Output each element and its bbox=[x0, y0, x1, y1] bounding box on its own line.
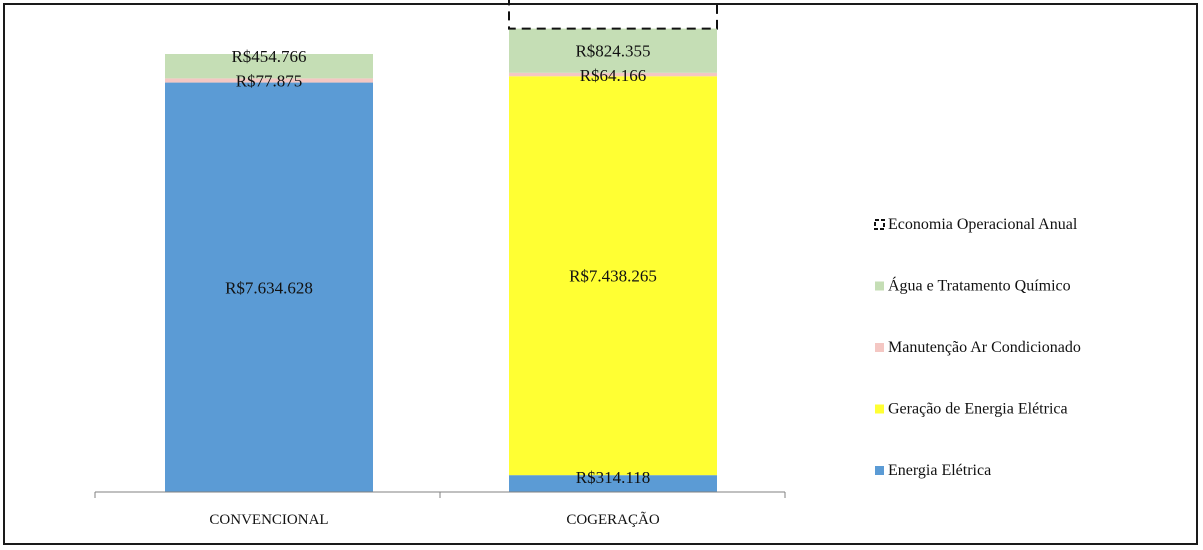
legend-swatch-manutencao-ar-condicionado bbox=[875, 343, 884, 352]
data-label-cogeracao-geracao-de-energia-eletrica: R$7.438.265 bbox=[569, 267, 657, 286]
legend-swatch-energia-eletrica bbox=[875, 466, 884, 475]
legend-item-energia-eletrica: Energia Elétrica bbox=[875, 462, 991, 479]
data-label-cogeracao-manutencao-ar-condicionado: R$64.166 bbox=[580, 66, 647, 85]
bar-cogeracao-agua-e-tratamento-quimico bbox=[509, 28, 717, 73]
bar-convencional-agua-e-tratamento-quimico bbox=[165, 54, 373, 79]
x-tick-label-convencional: CONVENCIONAL bbox=[209, 512, 328, 528]
bar-cogeracao-economia-operacional-anual bbox=[508, 0, 718, 30]
legend-swatch-agua-e-tratamento-quimico bbox=[875, 281, 884, 291]
legend-swatch-economia-operacional-anual bbox=[874, 219, 885, 230]
legend-label-energia-eletrica: Energia Elétrica bbox=[888, 462, 991, 479]
x-tick-label-cogeracao: COGERAÇÃO bbox=[566, 512, 660, 528]
legend-label-geracao-de-energia-eletrica: Geração de Energia Elétrica bbox=[888, 401, 1068, 418]
legend-swatch-geracao-de-energia-eletrica bbox=[875, 404, 884, 414]
data-label-convencional-energia-eletrica: R$7.634.628 bbox=[225, 278, 313, 297]
legend-item-geracao-de-energia-eletrica: Geração de Energia Elétrica bbox=[875, 401, 1068, 418]
legend-item-economia-operacional-anual: Economia Operacional Anual bbox=[874, 216, 1078, 233]
legend: Economia Operacional Anual Água e Tratame… bbox=[874, 216, 1081, 479]
legend-label-economia-operacional-anual: Economia Operacional Anual bbox=[888, 216, 1078, 233]
data-label-cogeracao-agua-e-tratamento-quimico: R$824.355 bbox=[575, 42, 650, 61]
bar-convencional-energia-eletrica bbox=[165, 82, 373, 492]
data-label-convencional-agua-e-tratamento-quimico: R$454.766 bbox=[231, 47, 306, 66]
x-axis: CONVENCIONAL COGERAÇÃO bbox=[94, 491, 786, 528]
bars-layer bbox=[165, 0, 718, 492]
legend-label-manutencao-ar-condicionado: Manutenção Ar Condicionado bbox=[888, 339, 1081, 356]
bar-convencional-manutencao-ar-condicionado bbox=[165, 78, 373, 83]
data-label-convencional-manutencao-ar-condicionado: R$77.875 bbox=[236, 71, 303, 90]
bar-cogeracao-manutencao-ar-condicionado bbox=[509, 72, 717, 77]
bar-cogeracao-geracao-de-energia-eletrica bbox=[509, 76, 717, 476]
legend-item-agua-e-tratamento-quimico: Água e Tratamento Químico bbox=[875, 276, 1071, 295]
legend-item-manutencao-ar-condicionado: Manutenção Ar Condicionado bbox=[875, 339, 1081, 356]
legend-label-agua-e-tratamento-quimico: Água e Tratamento Químico bbox=[888, 276, 1071, 295]
data-labels-layer: R$7.634.628 R$77.875 R$454.766 R$314.118 R$7… bbox=[225, 42, 657, 487]
data-label-cogeracao-energia-eletrica: R$314.118 bbox=[576, 468, 650, 487]
bar-cogeracao-energia-eletrica bbox=[509, 475, 717, 492]
